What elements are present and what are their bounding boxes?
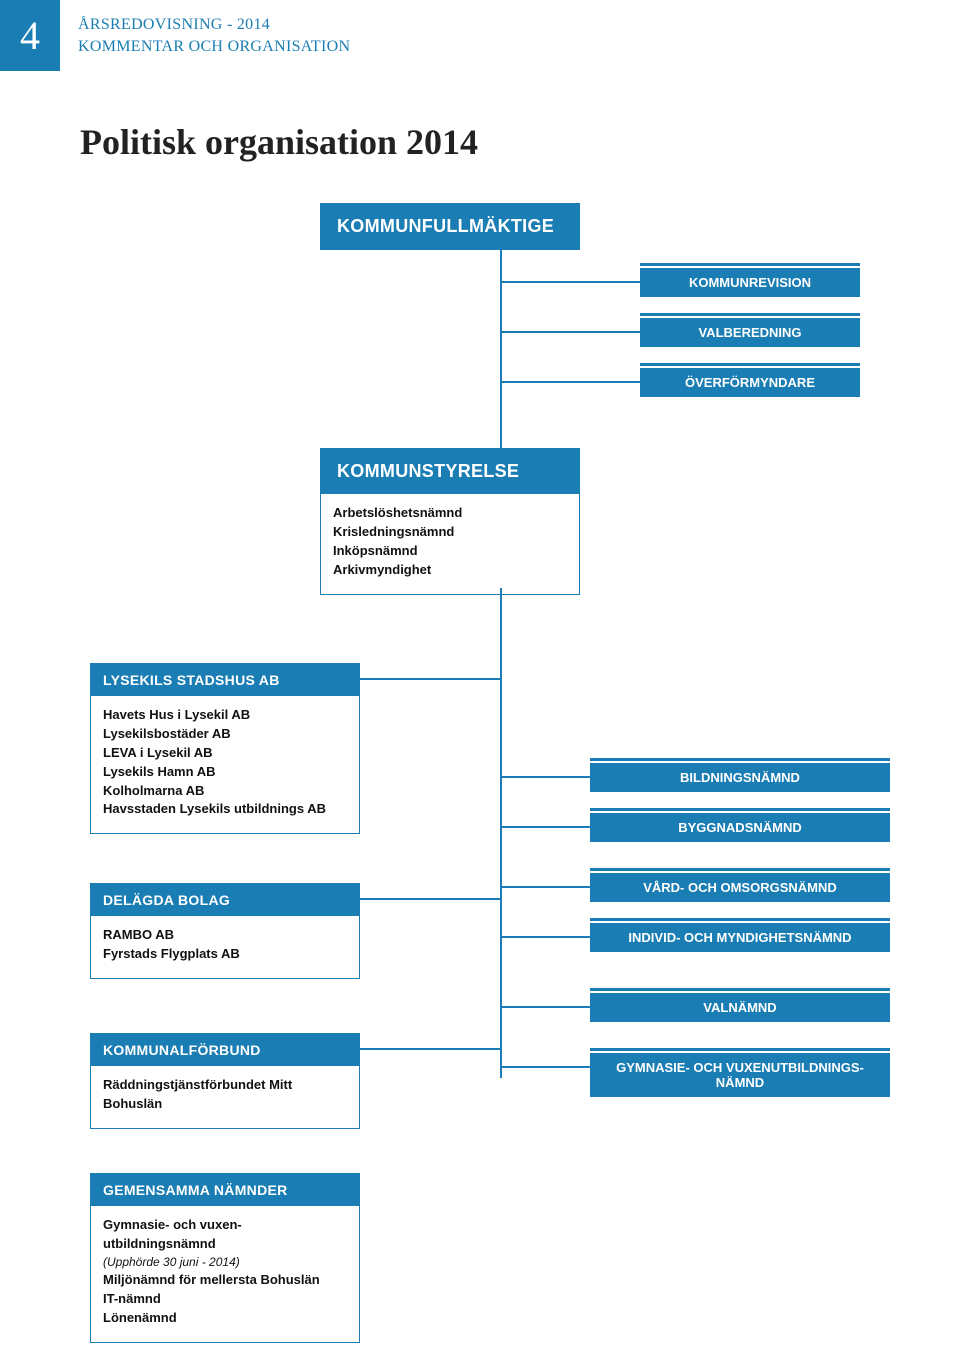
header-line-1: ÅRSREDOVISNING - 2014 bbox=[78, 14, 350, 36]
node-label: ÖVERFÖRMYNDARE bbox=[640, 366, 860, 397]
node-stadshus: LYSEKILS STADSHUS AB Havets Hus i Lyseki… bbox=[90, 663, 360, 834]
node-gymnasie-vuxenutbildningsnamnd: GYMNASIE- OCH VUXENUTBILDNINGS-NÄMND bbox=[590, 1048, 890, 1097]
list-item: IT-nämnd bbox=[103, 1290, 347, 1309]
header-text: ÅRSREDOVISNING - 2014 KOMMENTAR OCH ORGA… bbox=[60, 0, 350, 71]
org-chart: KOMMUNFULLMÄKTIGE KOMMUNREVISION VALBERE… bbox=[0, 203, 960, 1313]
list-item: LEVA i Lysekil AB bbox=[103, 744, 347, 763]
node-label: BYGGNADSNÄMND bbox=[590, 811, 890, 842]
list-item: Miljönämnd för mellersta Bohuslän bbox=[103, 1271, 347, 1290]
node-body: ArbetslöshetsnämndKrisledningsnämndInköp… bbox=[321, 494, 579, 593]
node-kommunfullmaktige: KOMMUNFULLMÄKTIGE bbox=[320, 203, 580, 250]
node-label: KOMMUNFULLMÄKTIGE bbox=[321, 204, 579, 249]
node-bildningsnamnd: BILDNINGSNÄMND bbox=[590, 758, 890, 792]
node-kommunalforbund: KOMMUNALFÖRBUND Räddningstjänstförbundet… bbox=[90, 1033, 360, 1129]
list-item: Havsstaden Lysekils utbildnings AB bbox=[103, 800, 347, 819]
header-line-2: KOMMENTAR OCH ORGANISATION bbox=[78, 36, 350, 58]
list-item: Lysekilsbostäder AB bbox=[103, 725, 347, 744]
list-item: Fyrstads Flygplats AB bbox=[103, 945, 347, 964]
list-item: (Upphörde 30 juni - 2014) bbox=[103, 1254, 347, 1271]
list-item: Räddningstjänstförbundet Mitt Bohuslän bbox=[103, 1076, 347, 1114]
list-item: Havets Hus i Lysekil AB bbox=[103, 706, 347, 725]
page-number: 4 bbox=[0, 0, 60, 71]
list-item: Gymnasie- och vuxen-utbildningsnämnd bbox=[103, 1216, 347, 1254]
node-label: DELÄGDA BOLAG bbox=[91, 884, 359, 916]
node-byggnadsnamnd: BYGGNADSNÄMND bbox=[590, 808, 890, 842]
node-kommunrevision: KOMMUNREVISION bbox=[640, 263, 860, 297]
node-label: INDIVID- OCH MYNDIGHETSNÄMND bbox=[590, 921, 890, 952]
node-individ-myndighetsnamnd: INDIVID- OCH MYNDIGHETSNÄMND bbox=[590, 918, 890, 952]
node-label: KOMMUNREVISION bbox=[640, 266, 860, 297]
node-label: VALNÄMND bbox=[590, 991, 890, 1022]
list-item: RAMBO AB bbox=[103, 926, 347, 945]
node-body: Gymnasie- och vuxen-utbildningsnämnd(Upp… bbox=[91, 1206, 359, 1342]
node-gemensamma: GEMENSAMMA NÄMNDER Gymnasie- och vuxen-u… bbox=[90, 1173, 360, 1343]
page-header: 4 ÅRSREDOVISNING - 2014 KOMMENTAR OCH OR… bbox=[0, 0, 960, 71]
node-valnamnd: VALNÄMND bbox=[590, 988, 890, 1022]
node-body: RAMBO ABFyrstads Flygplats AB bbox=[91, 916, 359, 978]
node-label: LYSEKILS STADSHUS AB bbox=[91, 664, 359, 696]
list-item: Arkivmyndighet bbox=[333, 561, 567, 580]
node-body: Havets Hus i Lysekil ABLysekilsbostäder … bbox=[91, 696, 359, 833]
list-item: Lönenämnd bbox=[103, 1309, 347, 1328]
list-item: Lysekils Hamn AB bbox=[103, 763, 347, 782]
node-kommunstyrelse: KOMMUNSTYRELSE ArbetslöshetsnämndKrisled… bbox=[320, 448, 580, 594]
list-item: Arbetslöshetsnämnd bbox=[333, 504, 567, 523]
page-title: Politisk organisation 2014 bbox=[80, 121, 960, 163]
node-label: GYMNASIE- OCH VUXENUTBILDNINGS-NÄMND bbox=[590, 1051, 890, 1097]
list-item: Krisledningsnämnd bbox=[333, 523, 567, 542]
node-label: VÅRD- OCH OMSORGSNÄMND bbox=[590, 871, 890, 902]
node-label: VALBEREDNING bbox=[640, 316, 860, 347]
node-overformyndare: ÖVERFÖRMYNDARE bbox=[640, 363, 860, 397]
node-vard-omsorgsnamnd: VÅRD- OCH OMSORGSNÄMND bbox=[590, 868, 890, 902]
node-label: BILDNINGSNÄMND bbox=[590, 761, 890, 792]
node-body: Räddningstjänstförbundet Mitt Bohuslän bbox=[91, 1066, 359, 1128]
node-label: KOMMUNALFÖRBUND bbox=[91, 1034, 359, 1066]
node-label: KOMMUNSTYRELSE bbox=[321, 449, 579, 494]
list-item: Kolholmarna AB bbox=[103, 782, 347, 801]
node-delagda: DELÄGDA BOLAG RAMBO ABFyrstads Flygplats… bbox=[90, 883, 360, 979]
node-label: GEMENSAMMA NÄMNDER bbox=[91, 1174, 359, 1206]
node-valberedning: VALBEREDNING bbox=[640, 313, 860, 347]
list-item: Inköpsnämnd bbox=[333, 542, 567, 561]
